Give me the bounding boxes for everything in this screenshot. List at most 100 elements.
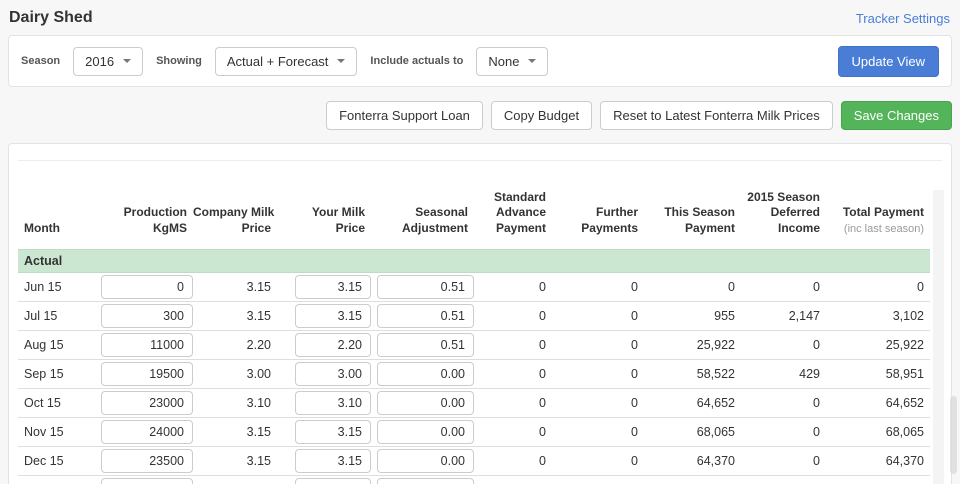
deferred-income-cell: 429 [741,359,826,389]
month-cell: Dec 15 [18,446,101,476]
seasonal-adjustment-input[interactable] [377,448,474,473]
seasonal-adjustment-input[interactable] [377,477,474,484]
this-season-payment-cell: 64,652 [644,388,741,418]
update-view-button[interactable]: Update View [837,45,939,77]
further-payments-cell: 0 [552,272,644,302]
include-actuals-dropdown[interactable]: None [476,46,549,76]
seasonal-adjustment-input[interactable] [377,419,474,444]
production-kgms-input[interactable] [101,332,193,357]
standard-advance-payment-cell: 0 [474,330,552,360]
window-scrollbar-thumb[interactable] [950,396,957,474]
seasonal-adjustment-input[interactable] [377,303,474,328]
column-header-month: Month [24,220,60,235]
table-row: Aug 15 2.20 0 0 25,922 0 25,922 [18,330,930,360]
further-payments-cell: 0 [552,446,644,476]
column-header-your-milk-price: Your Milk Price [311,205,365,235]
section-row-actual: Actual [18,248,930,273]
chevron-down-icon [123,59,132,63]
seasonal-adjustment-cell [371,272,474,302]
your-milk-price-cell [277,446,371,476]
company-milk-price-cell: 3.15 [193,417,277,447]
company-milk-price-cell: 3.00 [193,359,277,389]
production-kgms-input[interactable] [101,303,193,328]
header-row: Month Production KgMS Company Milk Price Y… [18,161,930,249]
season-dropdown-value: 2016 [85,53,115,69]
your-milk-price-input[interactable] [295,419,371,444]
company-milk-price-cell: 2.20 [193,330,277,360]
production-kgms-input[interactable] [101,448,193,473]
production-kgms-input[interactable] [101,361,193,386]
table-row: Jul 15 3.15 0 0 955 2,147 3,102 [18,301,930,331]
standard-advance-payment-cell: 0 [474,388,552,418]
copy-budget-button[interactable]: Copy Budget [490,101,593,130]
your-milk-price-cell [277,272,371,302]
column-header-standard-advance-payment: Standard Advance Payment [493,189,546,235]
chevron-down-icon [528,59,537,63]
table-scrollbar-track[interactable] [933,190,944,484]
filter-panel: Season 2016 Showing Actual + Forecast In… [8,35,952,87]
seasonal-adjustment-cell [371,330,474,360]
budget-table-card: Month Production KgMS Company Milk Price Y… [8,143,952,484]
production-kgms-input[interactable] [101,419,193,444]
your-milk-price-input[interactable] [295,332,371,357]
seasonal-adjustment-cell [371,446,474,476]
your-milk-price-input[interactable] [295,390,371,415]
total-payment-cell: 68,065 [826,417,930,447]
seasonal-adjustment-input[interactable] [377,274,474,299]
deferred-income-cell: 0 [741,446,826,476]
chevron-down-icon [337,59,346,63]
this-season-payment-cell: 58,522 [644,359,741,389]
card-divider [18,160,942,161]
save-changes-button[interactable]: Save Changes [840,101,952,130]
this-season-payment-cell [644,475,741,484]
standard-advance-payment-cell: 0 [474,301,552,331]
company-milk-price-cell: 3.15 [193,272,277,302]
column-header-deferred-income: 2015 Season Deferred Income [747,189,820,235]
your-milk-price-input[interactable] [295,477,371,484]
tracker-settings-link[interactable]: Tracker Settings [855,10,950,26]
column-header-production-kgms: Production KgMS [123,205,187,235]
seasonal-adjustment-cell [371,301,474,331]
budget-table: Month Production KgMS Company Milk Price Y… [18,161,930,484]
your-milk-price-input[interactable] [295,448,371,473]
production-kgms-input[interactable] [101,390,193,415]
deferred-income-cell: 0 [741,388,826,418]
this-season-payment-cell: 64,370 [644,446,741,476]
deferred-income-cell: 0 [741,272,826,302]
further-payments-cell: 0 [552,417,644,447]
actions-row: Fonterra Support Loan Copy Budget Reset … [8,101,952,130]
production-kgms-input[interactable] [101,477,193,484]
seasonal-adjustment-input[interactable] [377,390,474,415]
your-milk-price-input[interactable] [295,303,371,328]
top-bar: Dairy Shed Tracker Settings [0,0,960,35]
seasonal-adjustment-cell [371,475,474,484]
production-kgms-input[interactable] [101,274,193,299]
seasonal-adjustment-input[interactable] [377,361,474,386]
standard-advance-payment-cell [474,475,552,484]
your-milk-price-input[interactable] [295,274,371,299]
month-cell: Nov 15 [18,417,101,447]
showing-label: Showing [156,55,202,67]
table-row: Nov 15 3.15 0 0 68,065 0 68,065 [18,417,930,447]
month-cell: Jul 15 [18,301,101,331]
month-cell: Oct 15 [18,388,101,418]
seasonal-adjustment-cell [371,388,474,418]
production-kgms-cell [101,446,193,476]
total-payment-cell [826,475,930,484]
this-season-payment-cell: 25,922 [644,330,741,360]
showing-dropdown-value: Actual + Forecast [226,53,329,69]
standard-advance-payment-cell: 0 [474,417,552,447]
showing-dropdown[interactable]: Actual + Forecast [214,46,358,76]
total-payment-cell: 25,922 [826,330,930,360]
production-kgms-cell [101,475,193,484]
fonterra-support-loan-button[interactable]: Fonterra Support Loan [326,101,483,130]
seasonal-adjustment-input[interactable] [377,332,474,357]
month-cell: Aug 15 [18,330,101,360]
reset-milk-prices-button[interactable]: Reset to Latest Fonterra Milk Prices [600,101,833,130]
deferred-income-cell: 0 [741,330,826,360]
season-dropdown[interactable]: 2016 [73,46,144,76]
your-milk-price-input[interactable] [295,361,371,386]
company-milk-price-cell: 3.10 [193,388,277,418]
company-milk-price-cell: 3.15 [193,301,277,331]
this-season-payment-cell: 955 [644,301,741,331]
